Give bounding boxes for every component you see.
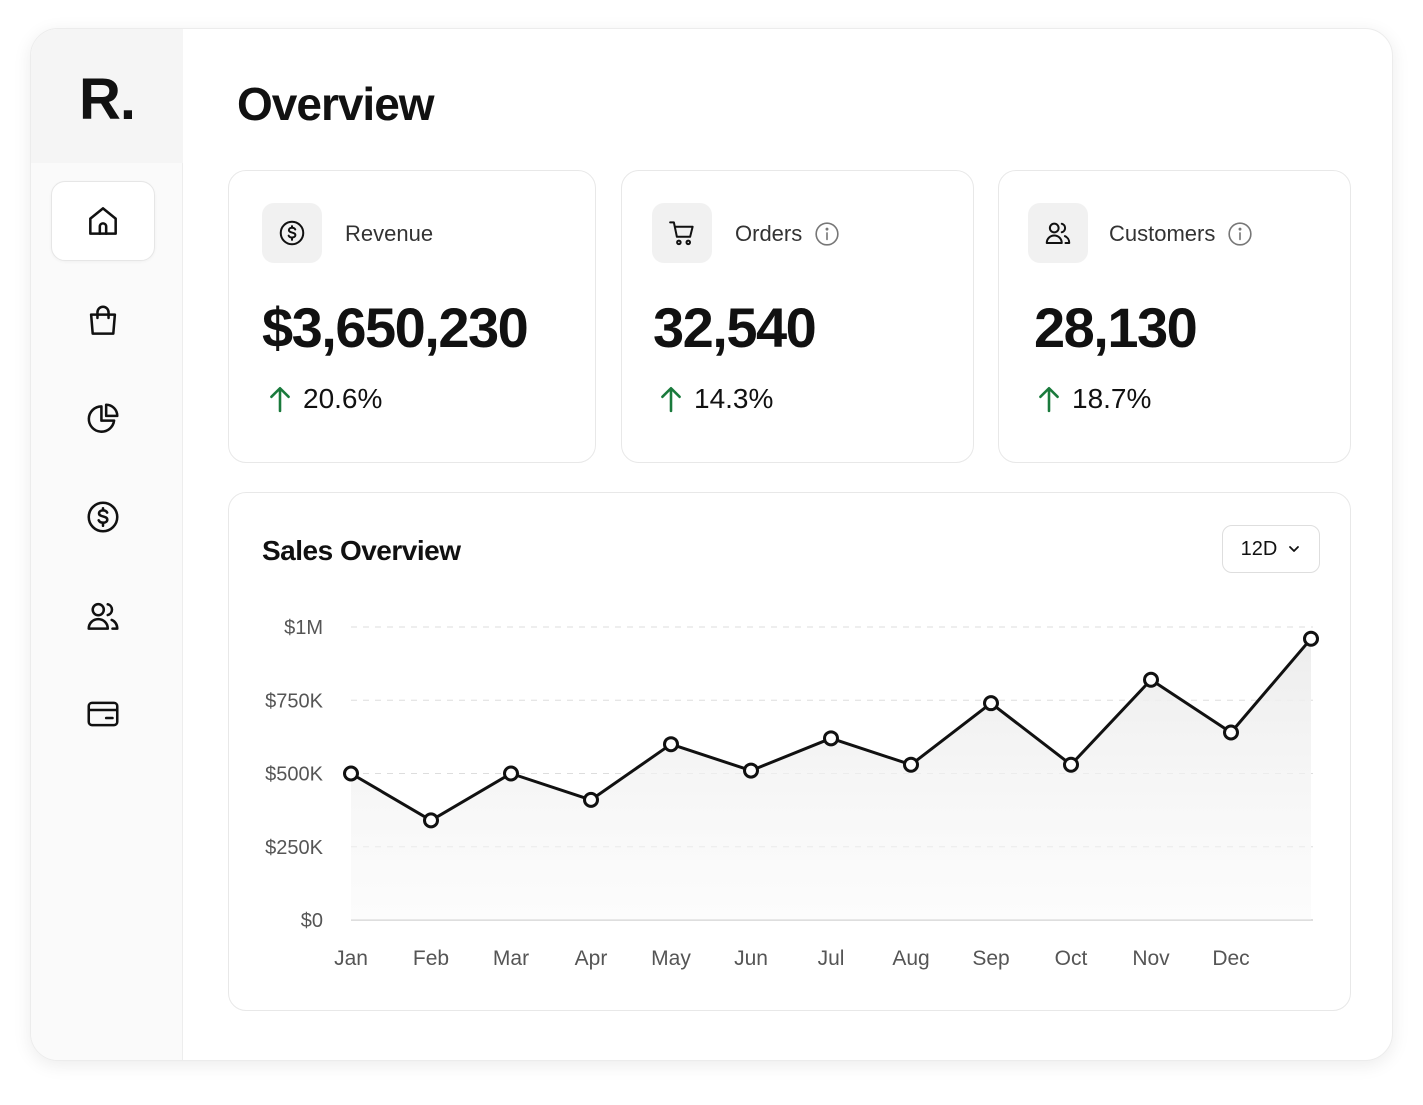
- users-icon: [1045, 222, 1071, 244]
- kpi-value: $3,650,230: [262, 296, 529, 359]
- dollar-circle-icon: [87, 501, 119, 533]
- x-tick-label: May: [651, 947, 691, 970]
- kpi-icon-box: [652, 203, 712, 263]
- sidebar-item-analytics[interactable]: [51, 379, 155, 459]
- users-icon: [87, 602, 119, 630]
- x-tick-label: Apr: [575, 947, 608, 970]
- data-point: [503, 765, 519, 782]
- data-point: [343, 765, 359, 782]
- y-tick-label: $0: [301, 910, 323, 932]
- kpi-label-text: Orders: [735, 221, 803, 246]
- wallet-icon: [87, 701, 119, 727]
- sidebar-item-cards[interactable]: [51, 674, 155, 754]
- y-tick-label: $250K: [265, 837, 323, 859]
- sidebar-item-shop[interactable]: [51, 281, 155, 361]
- app-window: R.: [30, 28, 1393, 1061]
- data-point: [1063, 756, 1079, 773]
- shopping-bag-icon: [89, 305, 117, 335]
- x-tick-label: Jun: [734, 947, 768, 970]
- kpi-label: Customers: [1109, 221, 1253, 247]
- sidebar-item-finance[interactable]: [51, 477, 155, 557]
- data-point: [743, 762, 759, 779]
- kpi-value: 28,130: [1034, 296, 1198, 359]
- logo[interactable]: R.: [31, 29, 183, 163]
- sidebar-item-customers[interactable]: [51, 576, 155, 656]
- x-tick-label: Oct: [1055, 947, 1088, 970]
- data-point: [1223, 724, 1239, 741]
- x-tick-label: Nov: [1132, 947, 1170, 970]
- x-tick-label: Sep: [972, 947, 1009, 970]
- dollar-circle-icon: [279, 220, 305, 246]
- data-point: [983, 695, 999, 712]
- kpi-change: 14.3%: [658, 383, 773, 415]
- kpi-card-orders: Orders 32,540 14.3%: [621, 170, 974, 463]
- sidebar: R.: [31, 29, 183, 1060]
- kpi-card-revenue: Revenue $3,650,230 20.6%: [228, 170, 596, 463]
- page-title: Overview: [237, 78, 435, 130]
- data-point: [663, 736, 679, 753]
- x-tick-label: Jan: [334, 947, 368, 970]
- data-point: [423, 812, 439, 829]
- kpi-label: Orders: [735, 221, 840, 247]
- arrow-up-icon: [270, 386, 290, 413]
- x-tick-label: Dec: [1212, 947, 1249, 970]
- info-icon[interactable]: [814, 221, 840, 247]
- x-tick-label: Feb: [413, 947, 449, 970]
- kpi-icon-box: [262, 203, 322, 263]
- kpi-change: 20.6%: [267, 383, 382, 415]
- sales-overview-card: Sales Overview 12D $1M $750K $500K $250K $0 J…: [228, 492, 1351, 1011]
- kpi-label: Revenue: [345, 221, 433, 247]
- sidebar-item-home[interactable]: [51, 181, 155, 261]
- kpi-change: 18.7%: [1036, 383, 1151, 415]
- x-tick-label: Aug: [892, 947, 929, 970]
- data-point: [823, 730, 839, 747]
- y-tick-label: $500K: [265, 764, 323, 786]
- data-point: [583, 791, 599, 808]
- kpi-change-value: 20.6%: [303, 383, 383, 414]
- sales-line-chart: $1M $750K $500K $250K $0 Jan Feb Mar Apr May Jun Ju…: [265, 617, 1319, 970]
- arrow-up-icon: [1039, 386, 1059, 413]
- data-point: [1143, 671, 1159, 688]
- info-icon[interactable]: [1227, 221, 1253, 247]
- y-tick-label: $1M: [284, 617, 323, 639]
- kpi-label-text: Customers: [1109, 221, 1216, 246]
- chevron-down-icon: [1289, 546, 1300, 552]
- chart-area-fill: [351, 638, 1311, 920]
- pie-chart-icon: [87, 403, 119, 433]
- chart-title: Sales Overview: [262, 535, 461, 566]
- arrow-up-icon: [661, 386, 681, 413]
- kpi-change-value: 18.7%: [1072, 383, 1152, 414]
- x-tick-label: Mar: [493, 947, 529, 970]
- x-tick-label: Jul: [818, 947, 845, 970]
- data-point: [1303, 630, 1319, 647]
- kpi-value: 32,540: [653, 296, 817, 359]
- y-tick-label: $750K: [265, 690, 323, 712]
- data-point: [903, 756, 919, 773]
- shopping-cart-icon: [669, 221, 694, 246]
- kpi-icon-box: [1028, 203, 1088, 263]
- range-select-value: 12D: [1240, 537, 1278, 560]
- kpi-change-value: 14.3%: [694, 383, 774, 414]
- home-icon: [89, 207, 117, 235]
- range-select[interactable]: 12D: [1222, 525, 1320, 573]
- kpi-card-customers: Customers 28,130 18.7%: [998, 170, 1351, 463]
- kpi-label-text: Revenue: [345, 221, 434, 246]
